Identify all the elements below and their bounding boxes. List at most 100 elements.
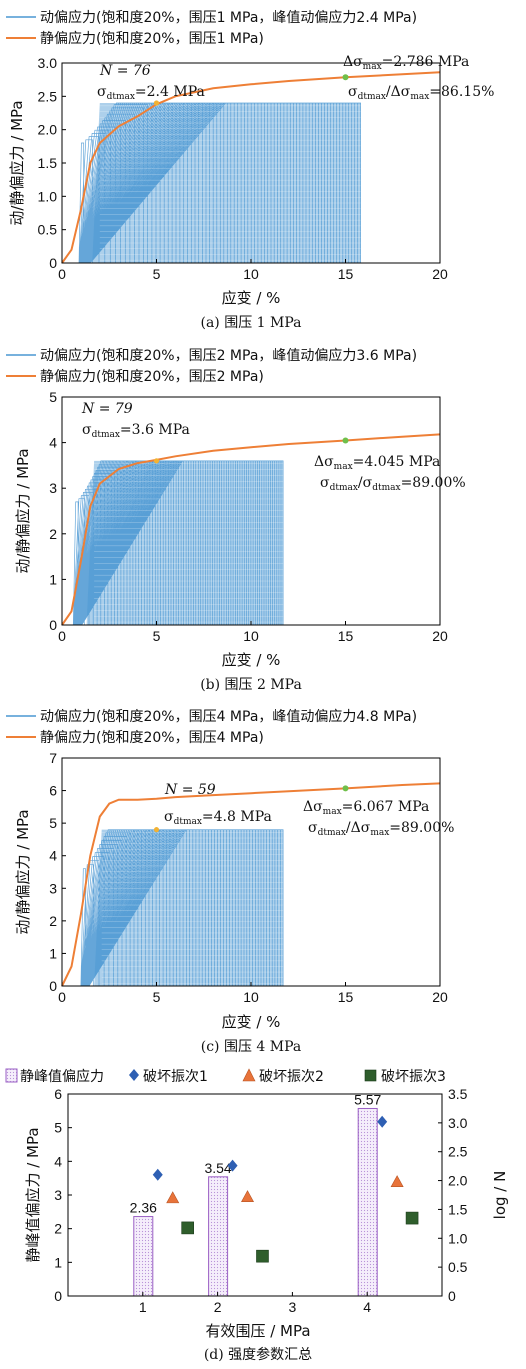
dynamic-stress-band (92, 103, 361, 263)
y-tick-label: 4 (49, 848, 57, 864)
axes-frame-d (67, 1093, 443, 1297)
x-tick-label: 5 (153, 266, 161, 282)
cycle2-triangle-point (166, 1191, 180, 1204)
x-tick-label: 0 (58, 266, 66, 282)
x-axis-label-b: 应变 / % (222, 651, 281, 669)
cycle3-square-point (405, 1211, 419, 1225)
annotation-sigma-dtmax-a: σdtmax=2.4 MPa (97, 84, 205, 102)
x-tick-label: 20 (432, 266, 448, 282)
annotation-cycles-a: N = 76 (99, 63, 151, 79)
y-tick-label: 4 (49, 435, 57, 451)
delta-sigma-max-point (342, 437, 349, 444)
legend-diamond-label: 破坏振次1 (143, 1069, 208, 1085)
x-axis-label-d: 有效围压 / MPa (205, 1322, 310, 1340)
x-tick-label: 20 (432, 628, 448, 644)
static-peak-bar (357, 1107, 378, 1297)
annotation-ratio-a: σdtmax/Δσmax=86.15% (348, 84, 494, 102)
legend-square-icon (364, 1069, 377, 1082)
bar-value-label: 2.36 (130, 1200, 157, 1216)
annotation-ratio-b: σdtmax/σdtmax=89.00% (320, 475, 466, 493)
cycle3-square-point (181, 1221, 194, 1235)
x-axis-label-c: 应变 / % (222, 1013, 281, 1031)
x-tick-label: 2 (214, 1299, 222, 1315)
cycle3-square-point (256, 1249, 269, 1263)
y-tick-label-left: 5 (54, 1120, 62, 1136)
y-tick-label-right: 1.5 (448, 1201, 468, 1217)
x-tick-label: 15 (338, 628, 354, 644)
cycle1-diamond-point (152, 1168, 163, 1181)
annotation-cycles-b: N = 79 (81, 401, 133, 417)
x-tick-label: 20 (432, 989, 448, 1005)
x-tick-label: 3 (289, 1299, 297, 1315)
y-tick-label: 3 (49, 880, 57, 896)
static-peak-bar (208, 1176, 229, 1297)
legend-dyn-label: 动偏应力(饱和度20%，围压1 MPa，峰值动偏应力2.4 MPa) (40, 9, 417, 26)
y-tick-label-right: 2.5 (448, 1144, 468, 1160)
legend-diamond-icon (129, 1069, 139, 1081)
plot-area-c: 0 5 10 15 20 0 1 2 3 4 5 6 7 (49, 750, 448, 1005)
x-tick-label: 10 (243, 628, 259, 644)
axes-frame-b (61, 396, 441, 626)
cycle2-triangle-point (241, 1190, 255, 1203)
legend-triangle-icon (242, 1068, 256, 1082)
y-tick-label-left: 6 (54, 1086, 62, 1102)
annotation-delta-sigma-c: Δσmax=6.067 MPa (303, 799, 429, 817)
delta-sigma-max-point (342, 74, 349, 81)
y-tick-label: 7 (49, 750, 57, 766)
y-tick-label: 1.5 (38, 155, 58, 171)
x-tick-label: 4 (363, 1299, 371, 1315)
legend-bar-label: 静峰值偏应力 (20, 1068, 104, 1085)
x-tick-label: 0 (58, 628, 66, 644)
legend-triangle-label: 破坏振次2 (259, 1069, 324, 1085)
annotation-sigma-dtmax-b: σdtmax=3.6 MPa (82, 422, 190, 440)
legend-dyn-label: 动偏应力(饱和度20%，围压2 MPa，峰值动偏应力3.6 MPa) (40, 347, 417, 364)
x-tick-label: 5 (153, 989, 161, 1005)
caption-b: (b) 围压 2 MPa (200, 677, 302, 693)
panel-b: 动偏应力(饱和度20%，围压2 MPa，峰值动偏应力3.6 MPa) 静偏应力(… (6, 347, 466, 693)
cycle1-diamond-point (227, 1159, 238, 1172)
y-axis-label-a: 动/静偏应力 / MPa (8, 100, 26, 225)
plot-area-b: 0 5 10 15 20 0 1 2 3 4 5 (49, 389, 448, 644)
y-tick-label: 0 (49, 978, 57, 994)
y-tick-label: 1 (49, 945, 57, 961)
sigma-dtmax-point (153, 100, 160, 106)
cycle2-triangle-point (390, 1175, 404, 1188)
y-tick-label-right: 1.0 (448, 1230, 468, 1246)
annotation-ratio-c: σdtmax/Δσmax=89.00% (308, 820, 454, 838)
y-tick-label-right: 0.5 (448, 1259, 468, 1275)
y-tick-label: 2.5 (38, 88, 58, 104)
bar-value-label: 5.57 (354, 1091, 381, 1107)
y-tick-label-right: 0 (448, 1288, 456, 1304)
y-tick-label-left: 2 (54, 1221, 62, 1237)
y-tick-label-left: 0 (54, 1288, 62, 1304)
y-tick-label-right: 3.5 (448, 1086, 468, 1102)
y-tick-label: 1 (49, 571, 57, 587)
y-tick-label: 6 (49, 783, 57, 799)
y-tick-label-left: 4 (54, 1153, 62, 1169)
y-tick-label-left: 3 (54, 1187, 62, 1203)
x-tick-label: 15 (338, 266, 354, 282)
delta-sigma-max-point (342, 785, 349, 792)
static-peak-bar (133, 1216, 154, 1297)
cycle1-diamond-point (377, 1115, 388, 1128)
bar-value-label: 3.54 (204, 1160, 231, 1176)
y-axis-label-right: log / N (491, 1171, 509, 1220)
panel-a: 动偏应力(饱和度20%，围压1 MPa，峰值动偏应力2.4 MPa) 静偏应力(… (6, 9, 494, 331)
sigma-dtmax-point (153, 827, 160, 833)
y-tick-label: 2 (49, 913, 57, 929)
plot-area-d: 2.36 3.54 5.57 1 2 3 4 0 1 2 3 4 5 6 0 0.5 1.0 1.5 2.0 2.5 3… (54, 1086, 467, 1315)
legend-square-label: 破坏振次3 (381, 1069, 446, 1085)
y-tick-label-left: 1 (54, 1254, 62, 1270)
y-tick-label: 5 (49, 815, 57, 831)
panel-c: 动偏应力(饱和度20%，围压4 MPa，峰值动偏应力4.8 MPa) 静偏应力(… (6, 708, 454, 1055)
legend-static-label: 静偏应力(饱和度20%，围压2 MPa) (40, 368, 264, 385)
caption-c: (c) 围压 4 MPa (201, 1039, 302, 1055)
sigma-dtmax-point (153, 458, 160, 464)
y-tick-label-right: 2.0 (448, 1173, 468, 1189)
x-axis-label-a: 应变 / % (222, 289, 281, 307)
y-axis-label-b: 动/静偏应力 / MPa (14, 448, 32, 573)
caption-a: (a) 围压 1 MPa (200, 315, 301, 331)
axes-frame-a (61, 62, 441, 264)
y-tick-label: 2 (49, 526, 57, 542)
